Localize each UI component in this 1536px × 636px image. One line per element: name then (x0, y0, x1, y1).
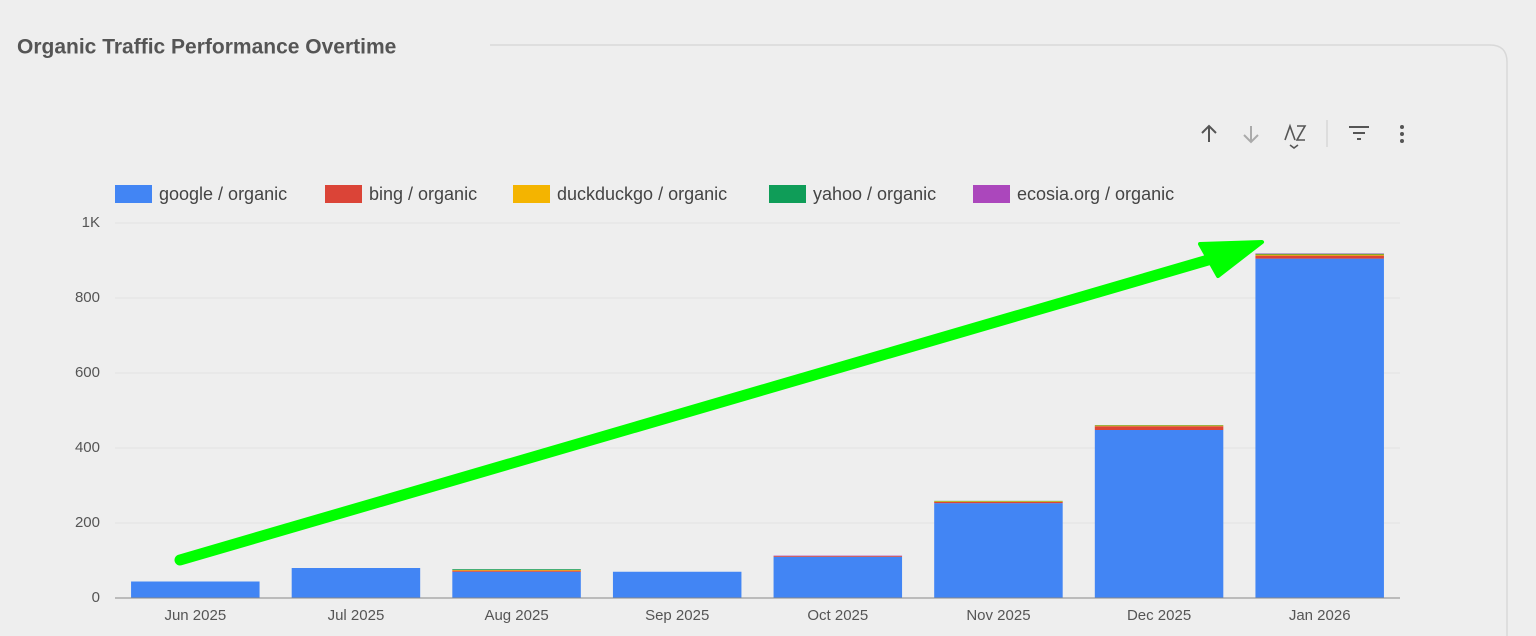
trend-arrow (174, 240, 1264, 566)
bar-segment (452, 569, 581, 570)
y-tick-label: 200 (75, 514, 100, 531)
x-tick-label: Aug 2025 (484, 607, 548, 624)
bar-segment (1255, 254, 1384, 256)
sort-az-icon[interactable] (1284, 123, 1307, 149)
bar-segment (1094, 430, 1224, 598)
legend-label: duckduckgo / organic (557, 184, 727, 204)
bar-segment (1255, 255, 1384, 259)
x-tick-label: Jan 2026 (1289, 607, 1351, 624)
y-tick-label: 400 (75, 439, 100, 456)
legend: google / organic bing / organic duckduckgo… (115, 184, 1174, 204)
more-icon[interactable] (1400, 125, 1404, 143)
y-tick-label: 1K (82, 214, 100, 231)
x-tick-label: Jul 2025 (328, 607, 385, 624)
bar-segment (1094, 426, 1224, 430)
bar-segment (612, 571, 742, 598)
legend-swatch (769, 185, 806, 203)
bar-segment (452, 569, 581, 571)
bar-segment (934, 501, 1063, 502)
x-tick-label: Dec 2025 (1127, 607, 1191, 624)
y-tick-label: 800 (75, 289, 100, 306)
x-tick-label: Sep 2025 (645, 607, 709, 624)
legend-swatch (115, 185, 152, 203)
legend-swatch (325, 185, 362, 203)
card-border (490, 44, 1508, 636)
bar-segment (1094, 425, 1224, 427)
filter-icon[interactable] (1349, 126, 1369, 140)
bars (131, 253, 1384, 598)
bar-segment (291, 568, 421, 598)
bar-segment (773, 556, 903, 598)
legend-label: ecosia.org / organic (1017, 184, 1174, 204)
legend-swatch (513, 185, 550, 203)
bar-segment (1255, 258, 1384, 598)
toolbar[interactable] (1201, 120, 1404, 149)
bar-segment (452, 571, 581, 598)
x-tick-label: Jun 2025 (164, 607, 226, 624)
bar-segment (934, 503, 1063, 598)
legend-label: yahoo / organic (813, 184, 936, 204)
x-tick-label: Nov 2025 (966, 607, 1030, 624)
y-tick-label: 600 (75, 364, 100, 381)
sort-asc-icon[interactable] (1201, 124, 1217, 142)
bar-segment (934, 502, 1063, 504)
legend-label: bing / organic (369, 184, 477, 204)
bar-segment (773, 556, 903, 557)
legend-label: google / organic (159, 184, 287, 204)
x-tick-label: Oct 2025 (807, 607, 868, 624)
bar-segment (452, 570, 581, 572)
chart-title: Organic Traffic Performance Overtime (17, 36, 396, 59)
legend-swatch (973, 185, 1010, 203)
labels: 0 200 400 600 800 1K Jun 2025 Jul 2025 Aug 2025 S… (75, 214, 1351, 624)
bar-segment (1255, 253, 1384, 255)
y-tick-label: 0 (92, 589, 100, 606)
sort-desc-icon[interactable] (1243, 126, 1259, 144)
bar-segment (131, 581, 260, 598)
